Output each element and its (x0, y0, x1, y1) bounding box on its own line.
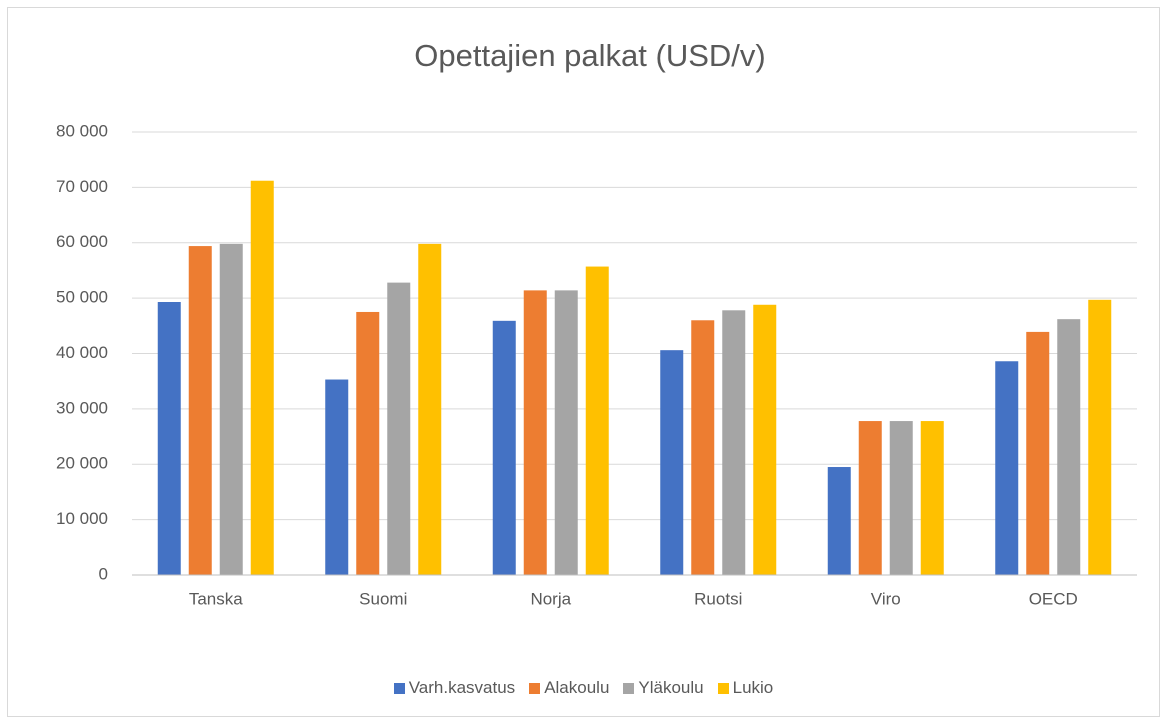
bar (920, 421, 944, 575)
x-tick-label: Tanska (189, 589, 243, 608)
x-tick-label: Norja (530, 589, 571, 608)
legend-swatch (623, 682, 635, 694)
bar (492, 320, 516, 575)
bar (1026, 331, 1050, 575)
x-tick-label: OECD (1029, 589, 1078, 608)
bar (889, 421, 913, 575)
y-tick-label: 10 000 (56, 509, 108, 528)
y-tick-label: 80 000 (56, 121, 108, 140)
bar (523, 290, 547, 575)
y-tick-label: 20 000 (56, 454, 108, 473)
bar (219, 243, 243, 576)
y-tick-label: 0 (99, 564, 108, 583)
y-tick-label: 30 000 (56, 398, 108, 417)
bar (827, 467, 851, 575)
bar (387, 282, 411, 575)
y-tick-label: 50 000 (56, 288, 108, 307)
x-tick-label: Viro (871, 589, 901, 608)
bar (188, 246, 212, 575)
bar (325, 379, 349, 575)
legend-label: Lukio (732, 678, 774, 697)
bar (250, 180, 274, 576)
bar (1057, 319, 1081, 575)
bar (418, 243, 442, 576)
bar (157, 302, 181, 575)
bar (753, 304, 777, 575)
legend-item: Varh.kasvatus (393, 678, 516, 698)
y-tick-label: 40 000 (56, 343, 108, 362)
legend-item: Lukio (717, 678, 774, 698)
chart-title: Opettajien palkat (USD/v) (414, 38, 765, 73)
legend-item: Alakoulu (529, 678, 609, 698)
bar (995, 361, 1019, 575)
bar (660, 350, 684, 575)
x-tick-label: Ruotsi (694, 589, 742, 608)
bar (691, 320, 715, 575)
x-tick-label: Suomi (359, 589, 407, 608)
legend: Varh.kasvatus Alakoulu Yläkoulu Lukio (0, 678, 1167, 698)
legend-label: Yläkoulu (638, 678, 704, 697)
legend-label: Alakoulu (544, 678, 610, 697)
legend-swatch (717, 682, 729, 694)
bar (1088, 299, 1112, 575)
legend-item: Yläkoulu (623, 678, 704, 698)
legend-swatch (529, 682, 541, 694)
y-tick-label: 70 000 (56, 177, 108, 196)
bar (722, 310, 746, 575)
bar (585, 266, 609, 575)
legend-label: Varh.kasvatus (408, 678, 516, 697)
bar (554, 290, 578, 575)
bar (356, 311, 380, 575)
bar (858, 421, 882, 575)
y-tick-label: 60 000 (56, 232, 108, 251)
legend-swatch (393, 682, 405, 694)
